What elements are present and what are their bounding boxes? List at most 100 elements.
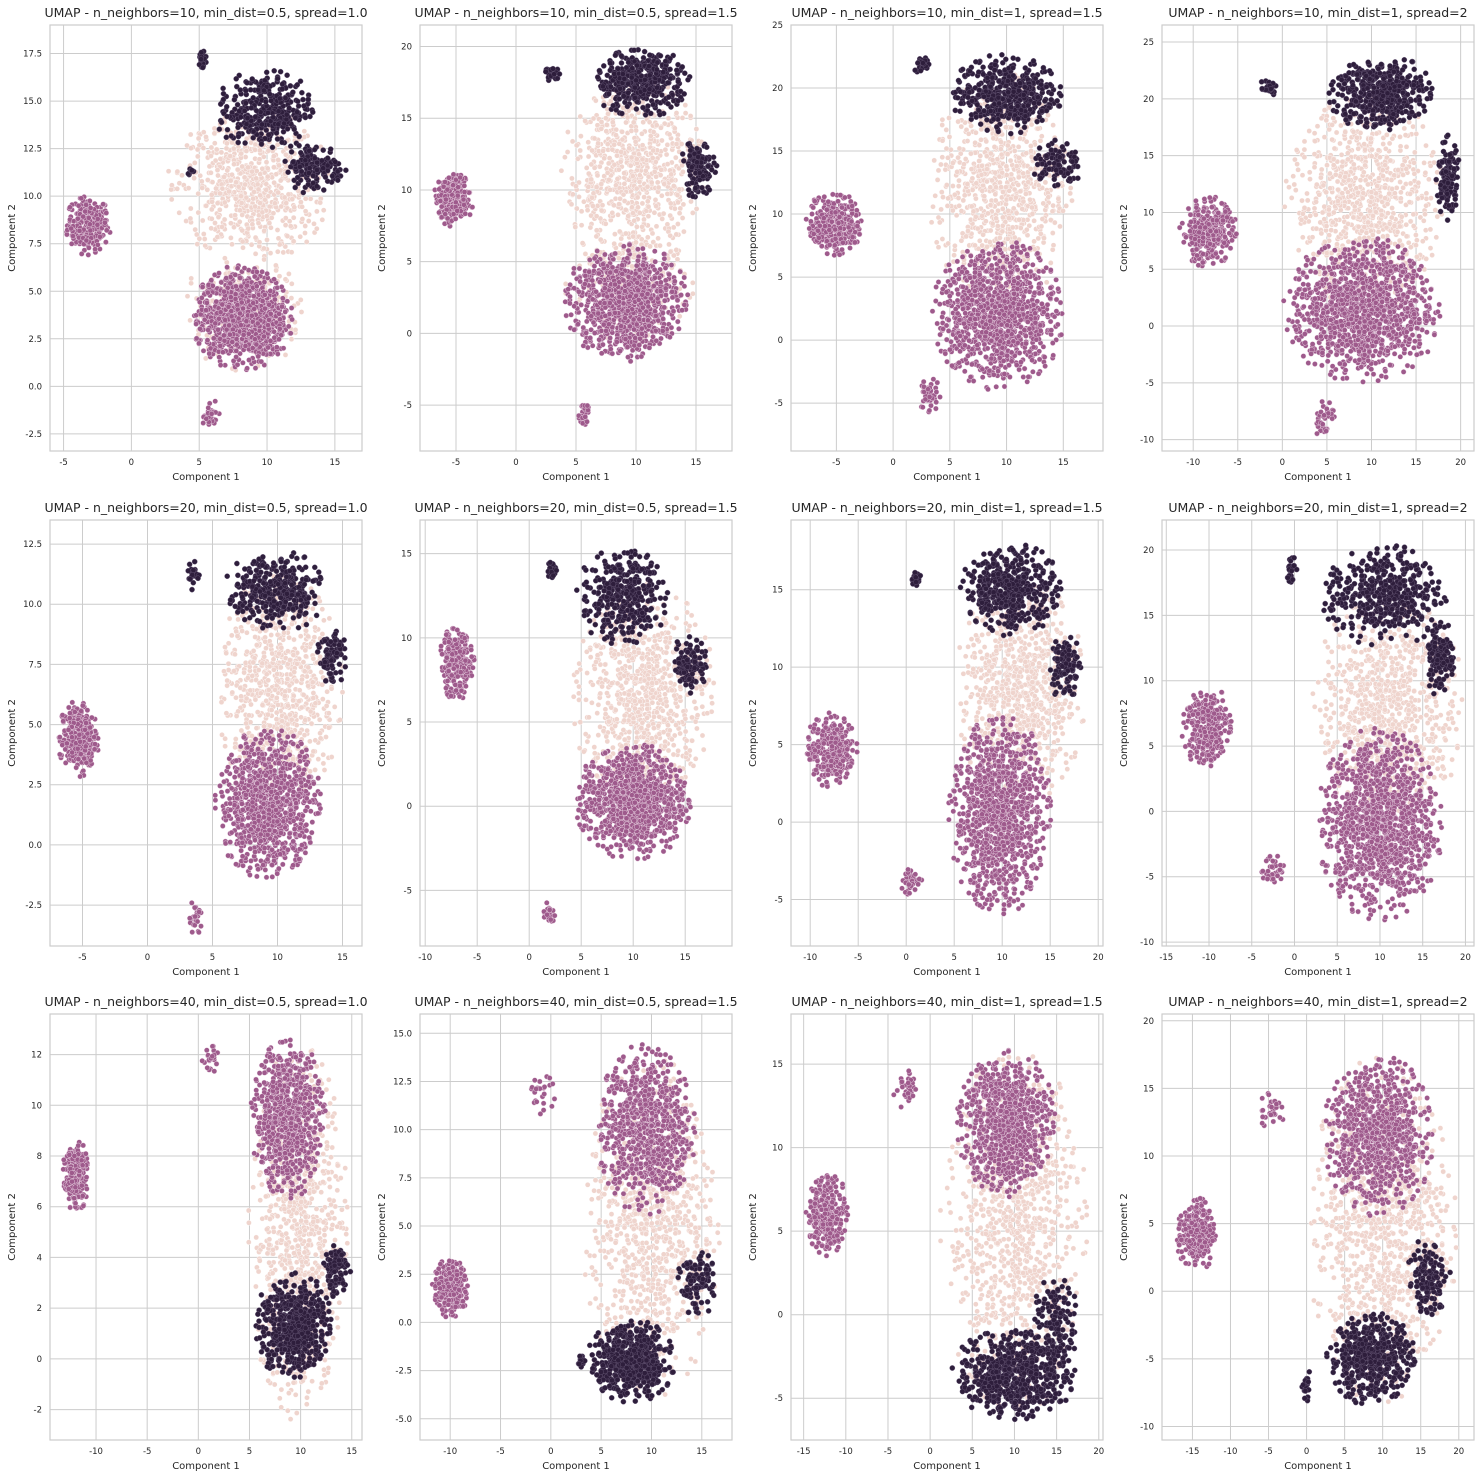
scatter-point bbox=[67, 204, 73, 211]
scatter-point bbox=[194, 241, 201, 247]
scatter-point bbox=[262, 99, 269, 105]
scatter-point bbox=[237, 114, 244, 120]
scatter-point bbox=[243, 194, 250, 201]
scatter-point bbox=[266, 91, 273, 98]
scatter-point bbox=[283, 200, 290, 206]
scatter-point bbox=[653, 223, 660, 230]
scatter-point bbox=[242, 343, 249, 349]
scatter-point bbox=[246, 357, 252, 363]
scatter-point bbox=[232, 295, 239, 302]
scatter-point bbox=[214, 200, 221, 206]
scatter-point bbox=[252, 365, 259, 371]
scatter-point bbox=[285, 169, 291, 175]
scatter-point bbox=[570, 270, 577, 277]
scatter-point bbox=[641, 216, 647, 223]
scatter-point bbox=[639, 130, 645, 137]
scatter-point bbox=[663, 151, 670, 158]
scatter-point bbox=[623, 119, 629, 126]
scatter-point bbox=[672, 205, 678, 212]
x-tick-label: 10 bbox=[262, 458, 273, 468]
scatter-point bbox=[259, 209, 266, 216]
scatter-point bbox=[276, 95, 283, 102]
scatter-point bbox=[261, 227, 268, 234]
scatter-point bbox=[284, 298, 291, 305]
scatter-point bbox=[276, 273, 283, 280]
scatter-point bbox=[193, 321, 199, 327]
scatter-point bbox=[687, 113, 694, 119]
scatter-point bbox=[259, 268, 265, 275]
scatter-point bbox=[274, 351, 281, 357]
scatter-point bbox=[258, 358, 265, 365]
scatter-point bbox=[282, 158, 288, 165]
scatter-point bbox=[165, 168, 172, 174]
scatter-point bbox=[628, 128, 635, 134]
scatter-point bbox=[704, 144, 710, 150]
scatter-point bbox=[610, 102, 617, 109]
scatter-point bbox=[543, 68, 549, 75]
scatter-point bbox=[618, 149, 625, 155]
scatter-point bbox=[589, 147, 595, 154]
scatter-point bbox=[621, 76, 628, 82]
scatter-point bbox=[311, 155, 318, 161]
scatter-point bbox=[588, 176, 595, 183]
y-tick-label: 17.5 bbox=[23, 50, 42, 60]
scatter-point bbox=[271, 179, 277, 186]
y-tick-label: 10 bbox=[401, 186, 412, 196]
scatter-point bbox=[294, 98, 301, 105]
scatter-point bbox=[574, 205, 580, 212]
scatter-point bbox=[252, 250, 259, 257]
scatter-point bbox=[313, 225, 320, 232]
scatter-point bbox=[318, 157, 325, 164]
scatter-point bbox=[227, 294, 234, 301]
scatter-point bbox=[274, 141, 281, 148]
scatter-point bbox=[621, 198, 628, 204]
scatter-point bbox=[666, 241, 672, 248]
scatter-point bbox=[235, 133, 242, 140]
scatter-point bbox=[226, 188, 232, 195]
scatter-point bbox=[279, 295, 286, 302]
scatter-point bbox=[248, 117, 255, 124]
scatter-point bbox=[195, 209, 202, 216]
scatter-point bbox=[662, 146, 669, 153]
scatter-point bbox=[254, 320, 261, 327]
scatter-point bbox=[259, 298, 266, 304]
scatter-point bbox=[673, 154, 679, 161]
scatter-point bbox=[310, 180, 316, 186]
scatter-point bbox=[255, 353, 262, 360]
scatter-point bbox=[277, 68, 284, 75]
scatter-point bbox=[664, 161, 671, 167]
scatter-point bbox=[667, 212, 674, 219]
scatter-point bbox=[271, 276, 277, 283]
scatter-point bbox=[226, 322, 232, 329]
scatter-point bbox=[290, 214, 297, 221]
scatter-point bbox=[679, 215, 686, 221]
scatter-point bbox=[223, 145, 230, 152]
scatter-point bbox=[213, 298, 220, 305]
scatter-point bbox=[257, 147, 263, 154]
scatter-point bbox=[277, 177, 284, 184]
scatter-point bbox=[696, 169, 703, 176]
scatter-point bbox=[287, 83, 294, 89]
scatter-point bbox=[628, 74, 635, 81]
scatter-point bbox=[573, 183, 579, 189]
scatter-point bbox=[634, 223, 640, 230]
scatter-point bbox=[294, 82, 301, 88]
scatter-point bbox=[572, 224, 579, 230]
scatter-point bbox=[578, 208, 585, 215]
scatter-point bbox=[87, 205, 94, 211]
scatter-point bbox=[634, 62, 640, 69]
scatter-point bbox=[442, 179, 448, 185]
scatter-point bbox=[582, 251, 589, 257]
scatter-point bbox=[198, 49, 205, 56]
scatter-point bbox=[305, 170, 312, 176]
scatter-point bbox=[192, 226, 198, 233]
scatter-point bbox=[611, 71, 618, 77]
scatter-point bbox=[590, 115, 597, 122]
scatter-point bbox=[583, 165, 590, 171]
scatter-point bbox=[87, 227, 94, 234]
scatter-point bbox=[633, 239, 639, 246]
scatter-point bbox=[253, 283, 260, 290]
scatter-point bbox=[212, 320, 219, 327]
scatter-point bbox=[614, 176, 621, 182]
scatter-point bbox=[604, 122, 610, 128]
